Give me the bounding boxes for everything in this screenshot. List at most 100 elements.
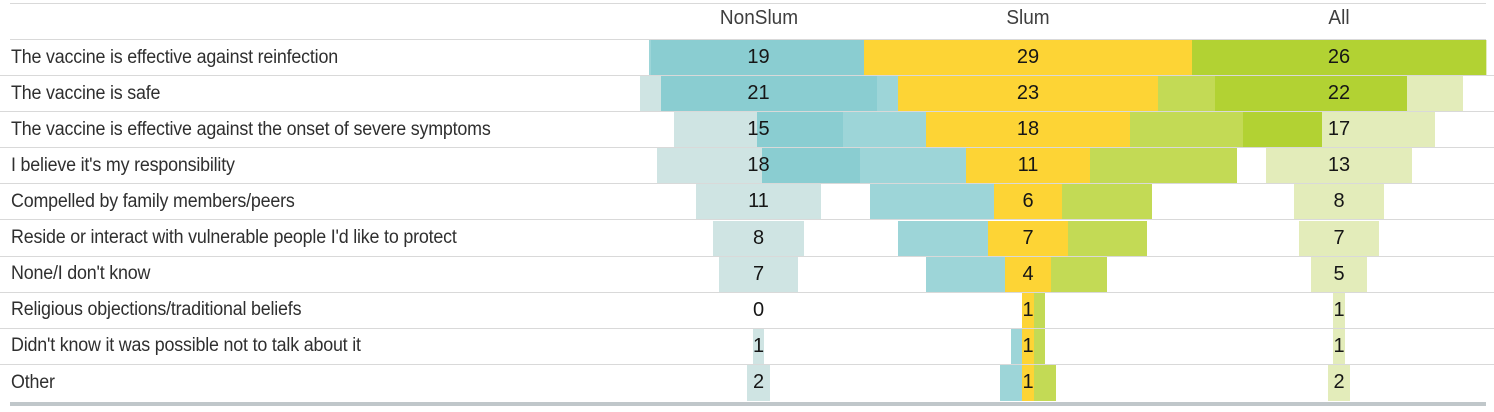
category-label: The vaccine is effective against reinfec… [11,46,338,68]
all-bar-segment [1293,184,1385,220]
slum-value-label: 4 [1022,262,1034,285]
nonslum-bar-segment [639,76,661,112]
nonslum-bar-segment [926,256,1006,292]
category-row: Religious objections/traditional beliefs… [0,292,1494,329]
category-row: I believe it's my responsibility 18 11 13 [0,148,1494,185]
category-label: Reside or interact with vulnerable peopl… [11,227,457,249]
nonslum-bar-segment [877,76,899,112]
all-bar-segment [1157,76,1215,112]
all-bar-segment [1327,364,1351,401]
category-label: Religious objections/traditional beliefs [11,299,302,321]
slum-bar-segment [1022,364,1034,401]
all-bar-segment [1321,112,1436,148]
all-value-label: 22 [1327,82,1351,105]
all-bar-segment [1090,148,1238,184]
nonslum-value-label: 18 [747,154,770,177]
all-bar-segment [1333,328,1345,364]
slum-value-label: 18 [1016,118,1040,141]
slum-value-label: 23 [1016,82,1040,105]
nonslum-value-label: 1 [752,334,765,357]
nonslum-bar-segment [843,112,927,148]
all-value-label: 8 [1333,190,1345,213]
category-label: Compelled by family members/peers [11,190,295,212]
nonslum-bar-segment [752,328,765,364]
category-label: I believe it's my responsibility [11,154,235,176]
nonslum-value-label: 2 [752,371,765,394]
nonslum-bar-segment [713,220,804,256]
slum-bar-segment [988,220,1068,256]
all-value-label: 5 [1333,262,1345,285]
slum-value-label: 7 [1022,226,1034,249]
all-bar-segment [1333,292,1345,328]
nonslum-bar-segment [649,40,652,76]
nonslum-bar-segment [869,184,995,220]
slum-bar-segment [1022,292,1034,328]
all-value-label: 1 [1333,298,1345,321]
all-bar-segment [1310,256,1368,292]
nonslum-bar-segment [747,364,770,401]
slum-bar-segment [864,40,1192,76]
category-row: Didn't know it was possible not to talk … [0,328,1494,365]
nonslum-bar-segment [762,148,861,184]
nonslum-bar-segment [756,112,844,148]
category-label: Other [11,371,55,393]
nonslum-bar-segment [660,76,878,112]
category-row: The vaccine is effective against reinfec… [0,40,1494,77]
slum-value-label: 1 [1022,334,1034,357]
nonslum-value-label: 7 [752,262,765,285]
nonslum-value-label: 8 [752,226,765,249]
all-bar-segment [1406,76,1464,112]
slum-bar-segment [965,148,1091,184]
slum-value-label: 29 [1016,46,1040,69]
slum-value-label: 11 [1017,154,1039,177]
category-row: Compelled by family members/peers 11 6 8 [0,184,1494,221]
nonslum-value-label: 11 [748,190,769,213]
category-row: The vaccine is effective against the ons… [0,112,1494,149]
all-bar-segment [1067,220,1147,256]
column-header-slum: Slum [1006,7,1050,29]
nonslum-value-label: 19 [747,46,770,69]
all-bar-segment [1061,184,1153,220]
nonslum-bar-segment [696,184,821,220]
bottom-rule [10,401,1486,406]
slum-bar-segment [994,184,1062,220]
slum-bar-segment [1005,256,1051,292]
category-row: None/I don't know 7 4 5 [0,256,1494,293]
slum-bar-segment [898,76,1158,112]
all-value-label: 7 [1333,226,1345,249]
all-value-label: 2 [1333,371,1345,394]
nonslum-bar-segment [718,256,799,292]
all-bar-segment [1192,40,1486,76]
all-bar-segment [1129,112,1243,148]
all-bar-segment [1033,364,1057,401]
header-rule [10,39,1486,40]
all-bar-segment [1242,112,1322,148]
category-row: The vaccine is safe 21 23 22 [0,76,1494,113]
all-value-label: 1 [1333,334,1345,357]
all-value-label: 26 [1327,46,1351,69]
nonslum-bar-segment [860,148,966,184]
all-bar-segment [1033,328,1045,364]
all-bar-segment [1299,220,1379,256]
category-row: Reside or interact with vulnerable peopl… [0,220,1494,257]
category-label: The vaccine is safe [11,82,161,104]
all-value-label: 13 [1327,154,1351,177]
slum-bar-segment [1022,328,1034,364]
nonslum-value-label: 0 [752,298,765,321]
slum-value-label: 6 [1022,190,1034,213]
all-bar-segment [1033,292,1045,328]
nonslum-value-label: 21 [747,82,770,105]
nonslum-bar-segment [673,112,757,148]
column-header-all: All [1328,7,1350,29]
all-value-label: 17 [1327,118,1351,141]
slum-value-label: 1 [1022,298,1034,321]
nonslum-bar-segment [898,220,989,256]
nonslum-bar-segment [656,148,763,184]
all-bar-segment [1214,76,1407,112]
category-label: The vaccine is effective against the ons… [11,118,491,140]
column-header-nonslum: NonSlum [719,7,798,29]
nonslum-value-label: 15 [747,118,770,141]
nonslum-bar-segment [1011,328,1023,364]
all-bar-segment [1050,256,1108,292]
